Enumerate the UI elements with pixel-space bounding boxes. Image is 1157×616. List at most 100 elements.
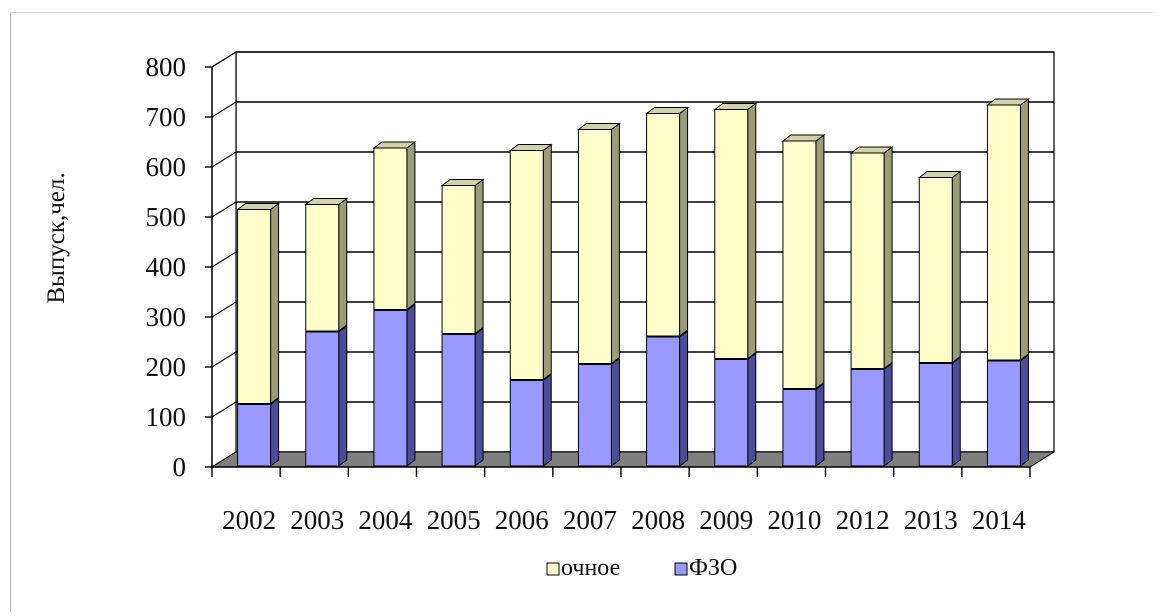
bar-top: [781, 134, 826, 142]
y-tick-label: 200: [146, 352, 187, 382]
legend: очное ФЗО: [546, 555, 737, 581]
x-category-labels: 2002 2003 2004 2005 2006 2007 2008 2009 2010 2012…: [222, 505, 1026, 535]
bar-side-fzo: [270, 397, 280, 467]
bar-series-group: [236, 97, 1030, 468]
y-tick-label: 700: [146, 102, 187, 132]
bar-fzo: [305, 331, 340, 467]
legend-label: ФЗО: [689, 555, 737, 581]
bar-side-fzo: [679, 330, 689, 467]
bar-ochnoe: [373, 147, 408, 310]
plot-back-area: [211, 50, 1055, 469]
x-category-label: 2009: [699, 505, 753, 535]
bar-side-fzo: [474, 327, 484, 467]
y-tick-label: 600: [146, 152, 187, 182]
bar-top: [236, 203, 281, 210]
bar-top: [985, 98, 1030, 106]
bar-fzo: [986, 360, 1021, 467]
bar-side-fzo: [610, 357, 620, 467]
bar-fzo: [577, 364, 612, 467]
x-category-label: 2005: [427, 505, 481, 535]
bar-ochnoe: [850, 152, 885, 369]
axes-group: [205, 66, 1031, 477]
x-category-label: 2002: [222, 505, 276, 535]
bar-fzo: [714, 359, 749, 467]
y-tick-label: 100: [146, 402, 187, 432]
bar-side-ochnoe: [815, 134, 825, 390]
bar-side-ochnoe: [747, 102, 757, 360]
x-category-label: 2013: [904, 505, 958, 535]
bar-fzo: [237, 404, 272, 467]
bar-fzo: [373, 310, 408, 467]
bar-side-ochnoe: [542, 143, 552, 381]
bar-side-ochnoe: [679, 106, 689, 337]
bar-side-fzo: [542, 373, 552, 467]
x-category-label: 2008: [631, 505, 685, 535]
bar-ochnoe: [714, 109, 749, 359]
bar-ochnoe: [305, 204, 340, 332]
bar-side-ochnoe: [883, 146, 893, 370]
bar-side-ochnoe: [610, 122, 620, 365]
bar-side-ochnoe: [1019, 97, 1029, 362]
bar-side-ochnoe: [270, 202, 280, 405]
y-tick-label: 400: [146, 252, 187, 282]
bar-top: [440, 179, 485, 186]
bar-top: [849, 146, 894, 154]
bar-ochnoe: [986, 104, 1021, 361]
gridline-side: [211, 401, 237, 418]
bar-fzo: [509, 380, 544, 467]
bar-top: [917, 171, 962, 178]
gridline-side: [211, 101, 237, 118]
x-category-label: 2003: [290, 505, 344, 535]
bar-ochnoe: [782, 140, 817, 389]
gridline-side: [211, 151, 237, 168]
bar-side-ochnoe: [406, 141, 416, 311]
bar-side-fzo: [406, 303, 416, 467]
bar-top: [713, 103, 758, 110]
y-tick-labels: 0 100 200 300 400 500 600 700 800: [146, 52, 187, 482]
bar-side-fzo: [747, 352, 757, 467]
x-category-label: 2014: [972, 505, 1027, 535]
x-category-label: 2010: [767, 505, 821, 535]
bar-ochnoe: [646, 113, 681, 337]
y-tick-label: 300: [146, 302, 187, 332]
legend-label: очное: [561, 555, 620, 581]
bar-top: [372, 141, 417, 149]
legend-swatch-fzo: [674, 562, 688, 576]
x-category-label: 2007: [563, 505, 617, 535]
bar-fzo: [850, 369, 885, 467]
bar-side-fzo: [1019, 353, 1029, 468]
bar-fzo: [646, 336, 681, 467]
bar-ochnoe: [577, 129, 612, 364]
bar-side-fzo: [951, 356, 961, 467]
y-tick-label: 500: [146, 202, 187, 232]
gridline-side: [211, 201, 237, 218]
bar-ochnoe: [237, 209, 272, 404]
bar-fzo: [918, 363, 953, 467]
bar-side-ochnoe: [474, 178, 484, 335]
legend-swatch-ochnoe: [546, 562, 560, 576]
bar-side-fzo: [338, 325, 348, 467]
gridline-side: [211, 301, 237, 318]
chart-frame: [10, 12, 1153, 612]
gridline-side: [211, 351, 237, 368]
bar-ochnoe: [441, 185, 476, 334]
y-axis-title: Выпуск,чел.: [43, 172, 70, 303]
x-category-label: 2006: [495, 505, 549, 535]
bar-fzo: [782, 389, 817, 467]
x-category-label: 2004: [358, 505, 413, 535]
y-tick-label: 800: [146, 52, 187, 82]
bar-side-ochnoe: [951, 170, 961, 364]
x-category-label: 2012: [836, 505, 890, 535]
bar-top: [576, 123, 621, 130]
bar-ochnoe: [509, 150, 544, 380]
bar-ochnoe: [918, 177, 953, 363]
bar-side-fzo: [815, 382, 825, 467]
bar-fzo: [441, 334, 476, 467]
y-tick-label: 0: [173, 452, 187, 482]
bar-top: [304, 198, 349, 205]
bar-top: [645, 107, 690, 114]
gridline-side: [211, 251, 237, 268]
bar-top: [508, 144, 553, 151]
bar-side-fzo: [883, 362, 893, 467]
